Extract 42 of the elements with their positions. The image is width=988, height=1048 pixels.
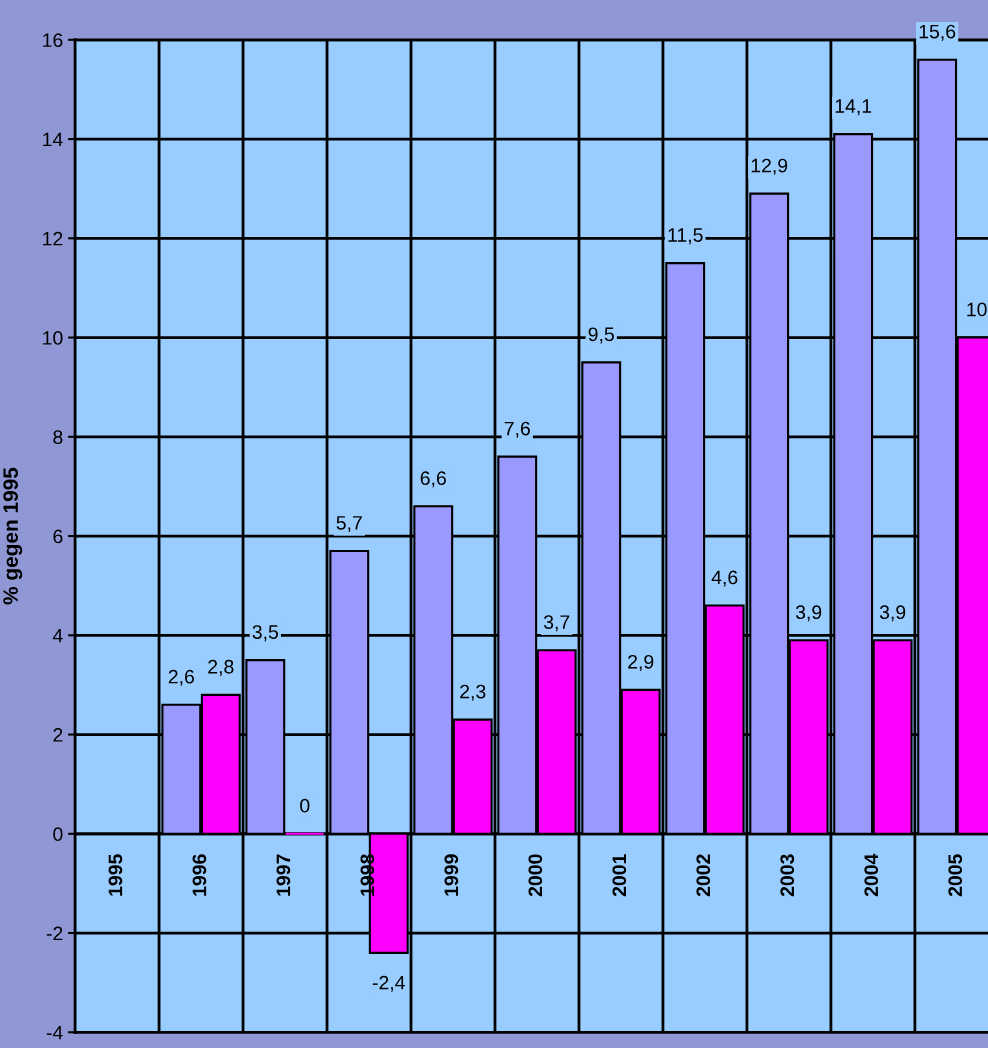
y-tick-label: 10 bbox=[43, 331, 63, 345]
x-tick-label: 2003 bbox=[780, 854, 795, 897]
y-tick-label: 2 bbox=[53, 728, 63, 742]
data-label: 9,5 bbox=[588, 327, 614, 344]
y-tick-label: -2 bbox=[46, 926, 63, 941]
x-tick-label: 2001 bbox=[612, 854, 627, 897]
x-tick-label: 2000 bbox=[528, 854, 543, 897]
data-label: 2,9 bbox=[628, 654, 654, 671]
data-label: 7,6 bbox=[504, 421, 530, 438]
data-label: 3,7 bbox=[543, 615, 570, 632]
data-label: 14,1 bbox=[835, 99, 872, 116]
y-tick-label: 0 bbox=[53, 827, 63, 842]
y-tick-label: 8 bbox=[53, 430, 63, 445]
x-tick-label: 2002 bbox=[696, 854, 711, 897]
data-label: 12,9 bbox=[751, 158, 788, 175]
x-tick-label: 1997 bbox=[276, 854, 291, 896]
x-tick-label: 1995 bbox=[108, 854, 123, 896]
data-label: 4,6 bbox=[711, 570, 738, 587]
data-label: 3,9 bbox=[795, 605, 822, 622]
data-label: 5,7 bbox=[336, 516, 362, 533]
y-axis-title: % gegen 1995 bbox=[3, 467, 23, 605]
y-tick-label: -4 bbox=[46, 1025, 63, 1040]
data-label: 11,5 bbox=[668, 228, 703, 245]
data-label: 3,9 bbox=[879, 605, 906, 622]
data-label: 15,6 bbox=[919, 24, 956, 41]
x-tick-label: 2005 bbox=[948, 854, 963, 897]
y-tick-label: 6 bbox=[53, 529, 63, 544]
data-label: -2,4 bbox=[372, 975, 405, 992]
y-tick-label: 12 bbox=[43, 231, 63, 246]
x-tick-label: 1996 bbox=[192, 854, 207, 896]
data-label: 2,8 bbox=[208, 659, 234, 676]
y-tick-label: 4 bbox=[52, 628, 63, 643]
y-tick-label: 14 bbox=[43, 132, 63, 147]
x-tick-label: 2004 bbox=[864, 853, 879, 897]
data-label: 2,6 bbox=[168, 669, 194, 686]
y-tick-label: 16 bbox=[43, 33, 63, 48]
data-label: 6,6 bbox=[420, 471, 446, 488]
data-label: 2,3 bbox=[460, 684, 486, 701]
data-label: 10 bbox=[967, 302, 987, 317]
x-tick-label: 1999 bbox=[444, 854, 459, 896]
data-label: 3,5 bbox=[252, 625, 278, 642]
data-label: 0 bbox=[300, 798, 310, 813]
